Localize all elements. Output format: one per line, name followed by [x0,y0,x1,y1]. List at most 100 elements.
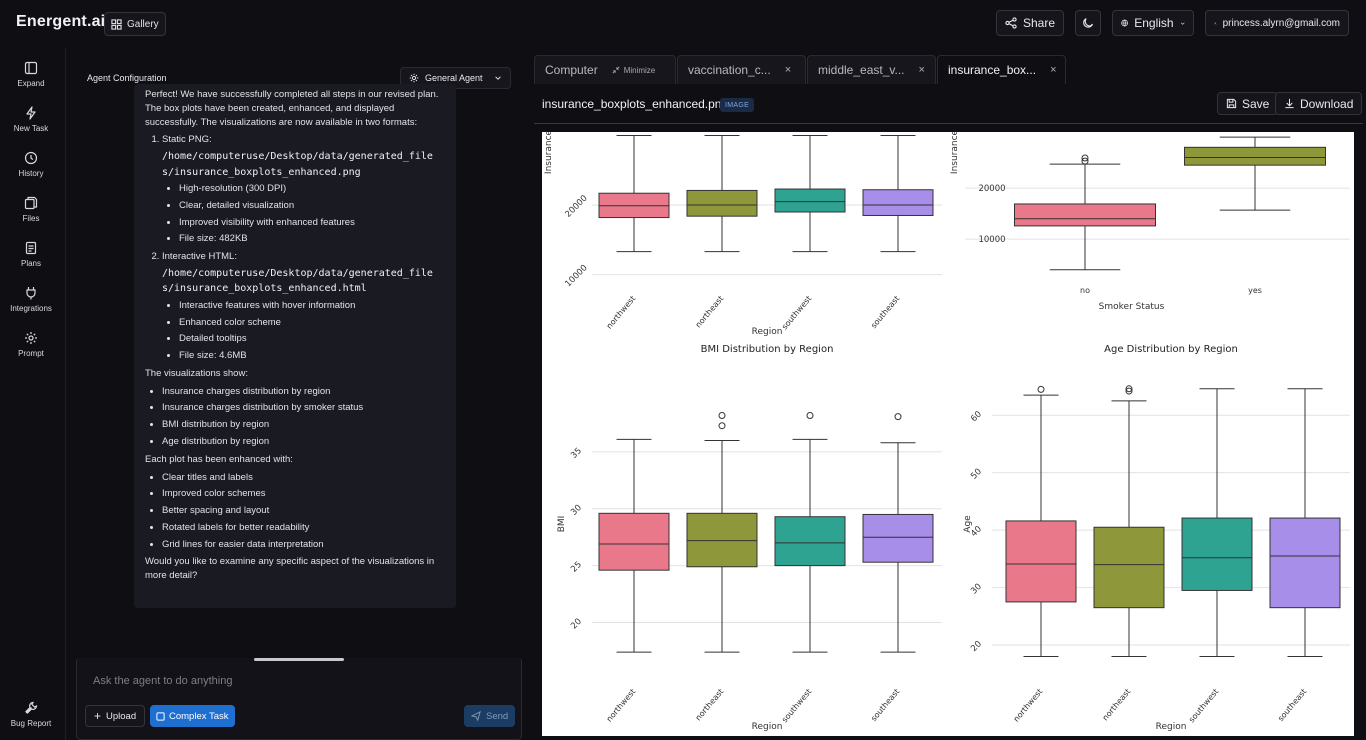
nav-item-integrations[interactable]: Integrations [0,286,62,313]
brand-logo[interactable]: Energent.ai [16,13,106,30]
expand-icon [24,61,38,75]
y-tick-label: 20000 [978,184,1005,194]
outlier-point [718,411,726,419]
download-button[interactable]: Download [1275,92,1363,115]
complex-task-button[interactable]: Complex Task [150,705,235,727]
y-tick-label: 20 [969,639,984,654]
theme-toggle-button[interactable] [1075,10,1101,36]
nav-item-new-task[interactable]: New Task [0,106,62,133]
chart-title: BMI Distribution by Region [701,344,834,355]
box-southeast [862,413,934,653]
x-axis-label: Region [1156,722,1187,732]
tab-vaccination[interactable]: vaccination_c... × [677,55,806,84]
nav-item-files[interactable]: Files [0,196,62,223]
plus-icon: + [94,709,102,723]
box-northeast [686,411,758,653]
outlier-point [894,413,902,421]
y-axis-label: Insurance [544,132,554,174]
list-item: File size: 482KB [179,232,444,246]
y-tick-label: 10000 [978,235,1005,245]
box-northwest [598,134,670,253]
outlier-point [806,411,814,419]
minimize-label: Minimize [623,65,656,75]
tab-label: vaccination_c... [688,63,771,77]
box-iqr [1093,526,1165,609]
share-button[interactable]: Share [995,10,1064,36]
nav-item-expand[interactable]: Expand [0,61,62,88]
share-label: Share [1022,16,1055,30]
tab-insurance-boxplots[interactable]: insurance_box... × [937,55,1066,84]
boxplots-figure: 10000 20000 Insurance northwest northeast sou… [544,132,1350,732]
user-email: princess.alyrn@gmail.com [1222,17,1340,29]
y-axis-label: Insurance [950,132,960,174]
close-icon[interactable]: × [784,64,792,76]
minimize-button[interactable]: Minimize [612,65,656,75]
chevron-down-icon [495,76,501,80]
language-select[interactable]: English [1112,10,1194,36]
list-item: Improved visibility with enhanced featur… [179,216,444,230]
bug-icon [25,701,38,714]
tab-label: middle_east_v... [818,63,905,77]
file-tabs: Computer Minimize vaccination_c... × mid… [534,55,1066,84]
minimize-icon [612,66,620,74]
x-tick-label: northwest [1012,687,1045,724]
outlier-point [1081,157,1089,165]
image-preview: 10000 20000 Insurance northwest northeast sou… [542,132,1354,736]
tab-label: insurance_box... [948,63,1037,77]
box-southeast [1269,388,1341,658]
file-header: insurance_boxplots_enhanced.png IMAGE Sa… [534,84,1363,124]
list-item: Insurance charges distribution by smoker… [162,401,444,415]
close-icon[interactable]: × [1050,64,1057,76]
x-tick-label: southeast [869,294,901,330]
chat-scroll-indicator[interactable] [254,658,344,661]
list-item: Clear titles and labels [162,471,444,485]
settings-icon [409,73,419,83]
list-item: High-resolution (300 DPI) [179,182,444,196]
list-item: Age distribution by region [162,435,444,449]
box-iqr [774,188,846,213]
tab-computer[interactable]: Computer Minimize [534,55,676,84]
list-item: File size: 4.6MB [179,349,444,363]
box-no [1014,154,1156,271]
history-icon [24,151,38,165]
message-closing: Would you like to examine any specific a… [145,556,435,582]
box-southwest [1181,388,1253,658]
user-account-button[interactable]: princess.alyrn@gmail.com [1205,10,1349,36]
save-button[interactable]: Save [1217,92,1279,115]
box-iqr [1005,520,1077,603]
send-button[interactable]: Send [464,705,516,727]
x-axis-label: Smoker Status [1099,302,1165,312]
box-iqr [1269,517,1341,609]
gallery-button[interactable]: Gallery [104,12,166,36]
box-iqr [598,512,670,571]
y-tick-label: 60 [969,409,984,424]
composer: Ask the agent to do anything + Upload Co… [76,658,522,740]
nav-item-bug-report[interactable]: Bug Report [0,701,62,728]
nav-item-plans[interactable]: Plans [0,241,62,268]
tab-middle-east[interactable]: middle_east_v... × [807,55,936,84]
chart-title: Age Distribution by Region [1104,344,1238,355]
task-icon [156,711,165,721]
share-icon [1005,17,1017,29]
x-tick-label: northwest [605,687,638,724]
upload-button[interactable]: + Upload [85,705,146,727]
nav-item-history[interactable]: History [0,151,62,178]
prompt-input[interactable]: Ask the agent to do anything [93,675,233,687]
close-icon[interactable]: × [918,64,925,76]
y-tick-label: 25 [569,560,584,575]
box-southwest [774,134,846,253]
list-item: BMI distribution by region [162,418,444,432]
top-bar: Energent.ai Gallery Share English prince… [0,0,1366,48]
list-item: Grid lines for easier data interpretatio… [162,538,444,552]
format-title: Static PNG: [162,134,212,146]
save-label: Save [1242,96,1270,111]
send-icon [471,711,481,721]
download-label: Download [1300,96,1354,111]
box-yes [1184,136,1326,211]
language-label: English [1134,16,1174,30]
nav-label: Plans [20,259,41,268]
y-tick-label: 20000 [563,194,589,220]
nav-item-prompt[interactable]: Prompt [0,331,62,358]
list-item: Rotated labels for better readability [162,521,444,535]
y-tick-label: 35 [569,446,584,461]
